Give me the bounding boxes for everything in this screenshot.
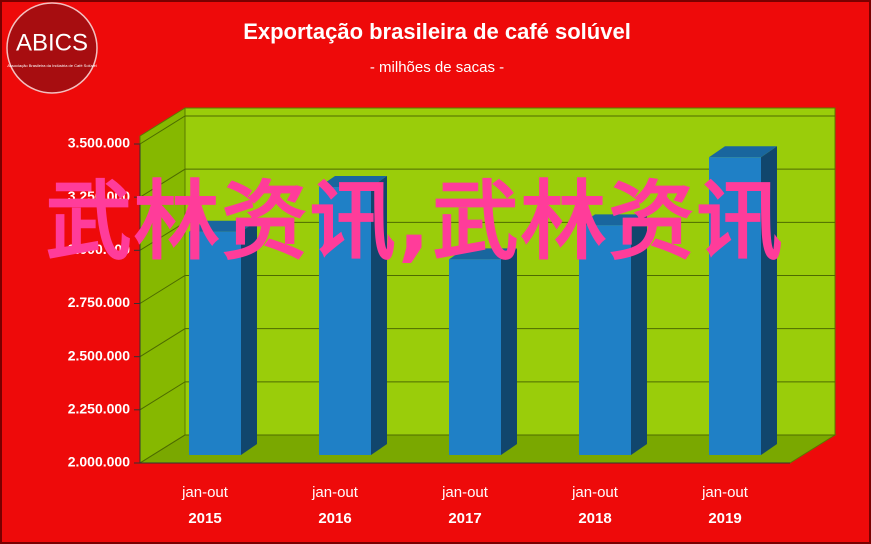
- bar-side: [371, 176, 387, 456]
- y-tick-label: 2.000.000: [68, 454, 130, 470]
- side-wall: [139, 107, 186, 464]
- grid-line: [139, 115, 835, 145]
- logo-badge: [6, 2, 98, 94]
- x-tick-label: 2019: [708, 510, 741, 527]
- watermark: 武林资讯,武林资讯: [45, 172, 785, 272]
- bar-side: [631, 214, 647, 455]
- x-tick-label: jan-out: [311, 484, 359, 501]
- bar: [449, 259, 501, 455]
- logo-tagline: Associação Brasileira da Indústria de Ca…: [7, 63, 97, 68]
- bar-top: [189, 220, 257, 232]
- bar-top: [579, 214, 647, 226]
- x-tick-label: jan-out: [571, 484, 619, 501]
- bar: [319, 187, 371, 456]
- grid-line: [139, 168, 835, 198]
- y-tick-label: 3.250.000: [68, 188, 130, 204]
- chart-subtitle: - milhões de sacas -: [370, 59, 504, 76]
- bar-side: [761, 146, 777, 455]
- y-tick-label: 3.000.000: [68, 241, 130, 257]
- x-tick-label: 2017: [448, 510, 481, 527]
- x-tick-label: 2015: [188, 510, 221, 527]
- bar-top: [319, 176, 387, 188]
- x-tick-label: jan-out: [441, 484, 489, 501]
- y-tick-label: 2.750.000: [68, 294, 130, 310]
- bar-top: [449, 248, 517, 260]
- bar-side: [501, 248, 517, 455]
- y-tick-label: 2.500.000: [68, 347, 130, 363]
- x-tick-label: jan-out: [701, 484, 749, 501]
- y-tick-label: 3.500.000: [68, 135, 130, 151]
- x-tick-label: 2016: [318, 510, 351, 527]
- bar: [579, 225, 631, 455]
- y-tick-label: 2.250.000: [68, 401, 130, 417]
- bar: [189, 231, 241, 455]
- bar-top: [709, 146, 777, 158]
- chart-title: Exportação brasileira de café solúvel: [243, 19, 631, 44]
- bar-side: [241, 220, 257, 455]
- logo-name: ABICS: [16, 29, 88, 56]
- x-tick-label: jan-out: [181, 484, 229, 501]
- x-tick-label: 2018: [578, 510, 611, 527]
- bar: [709, 157, 761, 455]
